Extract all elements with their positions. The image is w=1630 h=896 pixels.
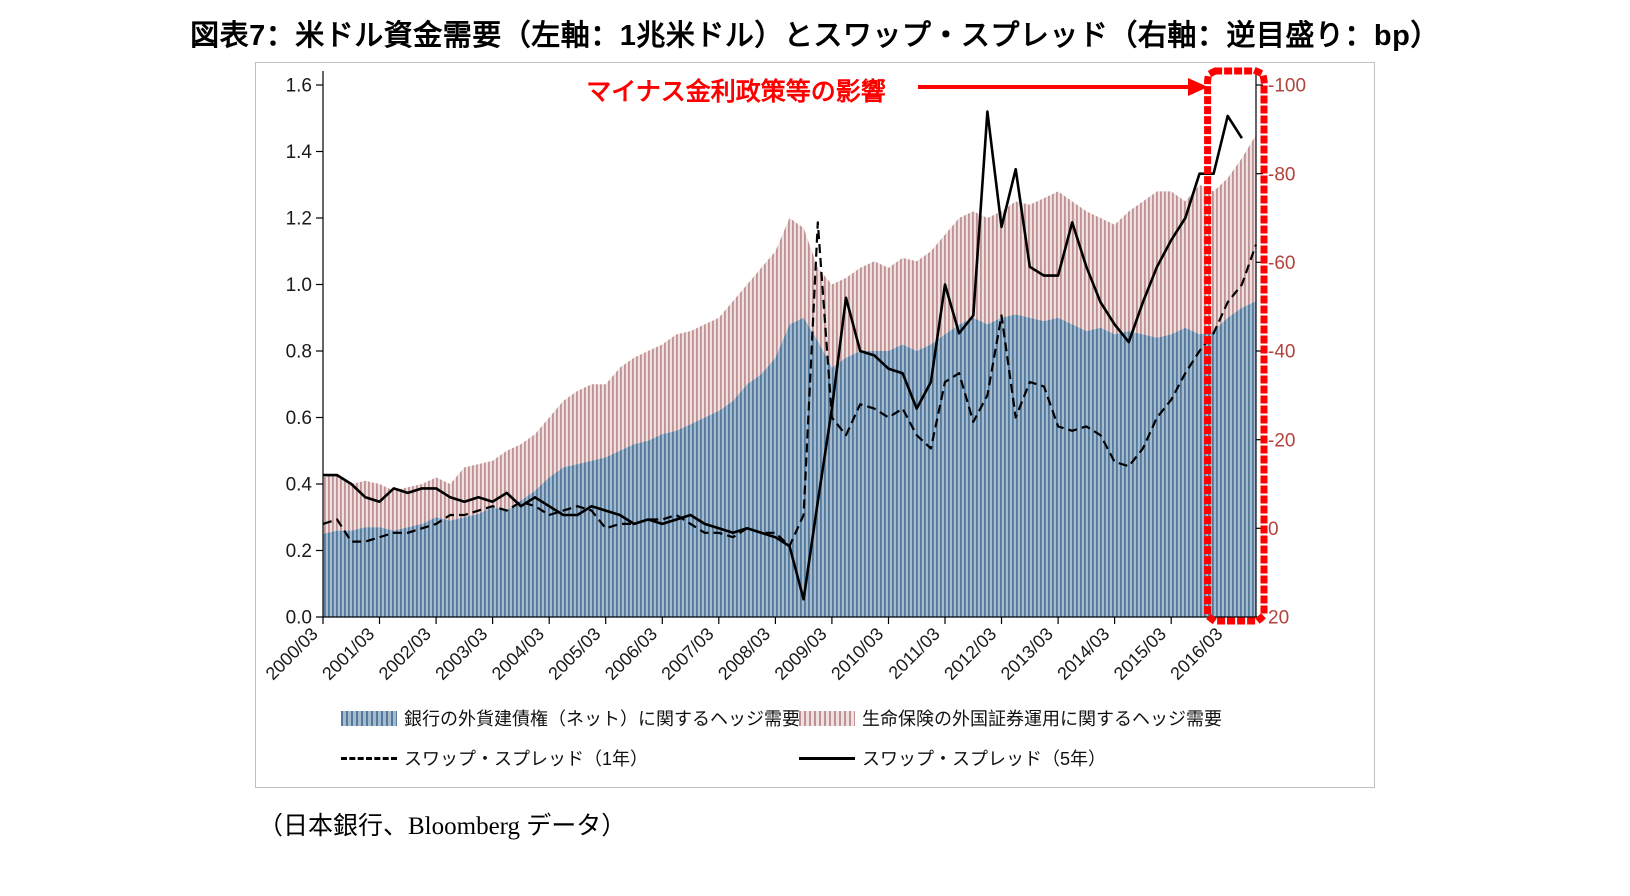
svg-text:2000/03: 2000/03 <box>262 624 322 684</box>
chart-frame: 0.0 0.2 0.4 0.6 0.8 1.0 1.2 1.4 1.6 -100 -80 -60 -4… <box>255 62 1375 788</box>
svg-text:-40: -40 <box>1268 342 1295 363</box>
svg-text:1.0: 1.0 <box>286 275 312 296</box>
svg-text:0.4: 0.4 <box>286 475 313 496</box>
svg-text:2002/03: 2002/03 <box>375 624 435 684</box>
life-area-swatch <box>799 710 855 726</box>
right-axis-tick-labels: -100 -80 -60 -40 -20 0 20 <box>1256 76 1306 629</box>
svg-text:2003/03: 2003/03 <box>431 624 491 684</box>
svg-text:2009/03: 2009/03 <box>771 624 831 684</box>
svg-text:2010/03: 2010/03 <box>827 624 887 684</box>
bank-area-swatch <box>341 710 397 726</box>
left-axis-tick-labels: 0.0 0.2 0.4 0.6 0.8 1.0 1.2 1.4 1.6 <box>286 76 323 629</box>
svg-text:2008/03: 2008/03 <box>714 624 774 684</box>
svg-text:2004/03: 2004/03 <box>488 624 548 684</box>
swap-1y-line-swatch <box>341 756 397 760</box>
svg-text:0.6: 0.6 <box>286 408 312 429</box>
svg-text:0.0: 0.0 <box>286 608 312 629</box>
swap-5y-line <box>323 110 1243 601</box>
svg-text:2014/03: 2014/03 <box>1053 624 1113 684</box>
svg-text:0.8: 0.8 <box>286 342 312 363</box>
swap-5y-line-swatch <box>799 756 855 760</box>
svg-text:-80: -80 <box>1268 164 1295 185</box>
svg-text:2005/03: 2005/03 <box>544 624 604 684</box>
legend-item-life-hedge: 生命保険の外国証券運用に関するヘッジ需要 <box>799 705 1374 731</box>
svg-text:2013/03: 2013/03 <box>997 624 1057 684</box>
svg-text:-60: -60 <box>1268 253 1295 274</box>
svg-text:2001/03: 2001/03 <box>318 624 378 684</box>
bank-area-shape <box>323 301 1256 617</box>
life-insurance-area-shape <box>323 134 1256 534</box>
svg-text:2006/03: 2006/03 <box>601 624 661 684</box>
legend-item-swap-5y: スワップ・スプレッド（5年） <box>799 745 1374 771</box>
chart-title: 図表7：米ドル資金需要（左軸：1兆米ドル）とスワップ・スプレッド（右軸：逆目盛り… <box>190 20 1440 52</box>
x-axis-tick-labels: 2000/032001/032002/032003/032004/032005/… <box>262 617 1229 684</box>
chart-legend: 銀行の外貨建債権（ネット）に関するヘッジ需要 生命保険の外国証券運用に関するヘッ… <box>256 703 1374 787</box>
svg-text:-100: -100 <box>1268 76 1306 97</box>
legend-item-swap-1y: スワップ・スプレッド（1年） <box>341 745 799 771</box>
legend-label-life-hedge: 生命保険の外国証券運用に関するヘッジ需要 <box>862 709 1222 729</box>
svg-text:0.2: 0.2 <box>286 541 312 562</box>
svg-text:2011/03: 2011/03 <box>885 624 944 683</box>
legend-label-swap-1y: スワップ・スプレッド（1年） <box>404 749 649 769</box>
svg-text:1.4: 1.4 <box>286 142 313 163</box>
svg-text:1.2: 1.2 <box>286 209 312 230</box>
legend-label-swap-5y: スワップ・スプレッド（5年） <box>862 749 1107 769</box>
svg-text:2007/03: 2007/03 <box>657 624 717 684</box>
annotation-text: マイナス金利政策等の影響 <box>586 77 886 106</box>
legend-item-bank-hedge: 銀行の外貨建債権（ネット）に関するヘッジ需要 <box>341 705 800 731</box>
svg-text:1.6: 1.6 <box>286 76 312 97</box>
svg-text:2012/03: 2012/03 <box>940 624 1000 684</box>
legend-label-bank-hedge: 銀行の外貨建債権（ネット）に関するヘッジ需要 <box>404 709 800 729</box>
svg-text:0: 0 <box>1268 519 1279 540</box>
svg-text:2015/03: 2015/03 <box>1110 624 1170 684</box>
source-note: （日本銀行、Bloomberg データ） <box>258 813 627 840</box>
annotation-arrowhead <box>1188 78 1208 96</box>
chart-plot-area: 0.0 0.2 0.4 0.6 0.8 1.0 1.2 1.4 1.6 -100 -80 -60 -4… <box>256 63 1374 703</box>
svg-text:2016/03: 2016/03 <box>1166 624 1226 684</box>
svg-text:-20: -20 <box>1268 430 1295 451</box>
svg-text:20: 20 <box>1268 608 1289 629</box>
page: 図表7：米ドル資金需要（左軸：1兆米ドル）とスワップ・スプレッド（右軸：逆目盛り… <box>0 12 1630 842</box>
highlight-box <box>1204 67 1268 625</box>
